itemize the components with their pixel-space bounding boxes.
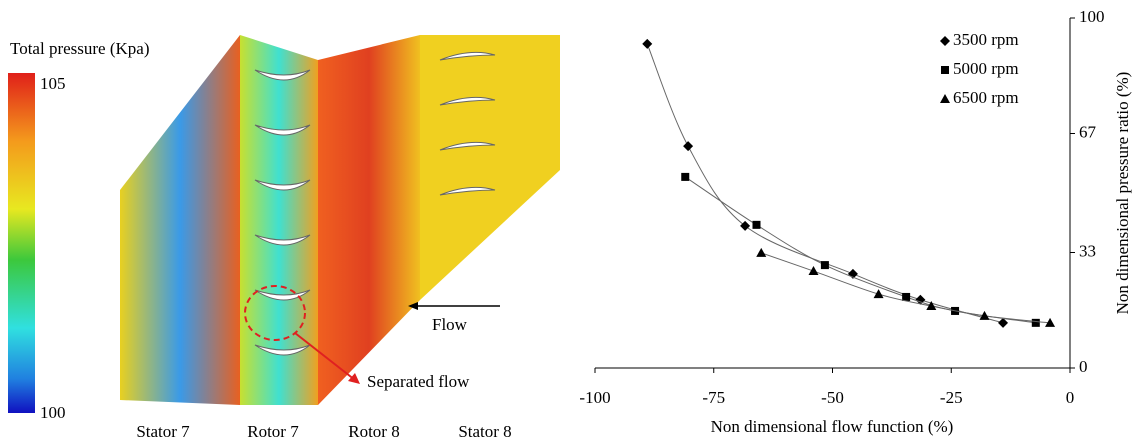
marker bbox=[821, 261, 829, 269]
figure: Total pressure (Kpa) 105 100 Separated f… bbox=[0, 0, 1138, 441]
stator-8 bbox=[420, 35, 560, 300]
colorbar-title: Total pressure (Kpa) bbox=[10, 39, 149, 58]
series-line bbox=[647, 44, 1003, 323]
marker bbox=[683, 141, 693, 151]
annotation: Separated flow bbox=[367, 372, 470, 391]
y-axis-label: Non dimensional pressure ratio (%) bbox=[1113, 72, 1132, 315]
legend-marker bbox=[941, 66, 949, 74]
y-tick-label: 0 bbox=[1079, 357, 1088, 376]
region-label: Rotor 7 bbox=[247, 422, 299, 441]
contour-panel: Total pressure (Kpa) 105 100 Separated f… bbox=[8, 35, 560, 441]
legend-marker bbox=[940, 36, 950, 46]
legend-label: 3500 rpm bbox=[953, 30, 1019, 49]
legend-label: 6500 rpm bbox=[953, 88, 1019, 107]
marker bbox=[756, 248, 766, 257]
marker bbox=[1032, 319, 1040, 327]
rotor-8 bbox=[318, 35, 420, 405]
legend-label: 5000 rpm bbox=[953, 59, 1019, 78]
marker bbox=[753, 221, 761, 229]
marker bbox=[642, 39, 652, 49]
x-tick-label: -25 bbox=[940, 388, 963, 407]
marker bbox=[740, 221, 750, 231]
series-line bbox=[685, 177, 1036, 323]
marker bbox=[681, 173, 689, 181]
y-tick-label: 100 bbox=[1079, 7, 1105, 26]
x-tick-label: -50 bbox=[821, 388, 844, 407]
x-tick-label: -75 bbox=[702, 388, 725, 407]
colorbar-tick: 105 bbox=[40, 74, 66, 93]
region-label: Rotor 8 bbox=[348, 422, 399, 441]
region-label: Stator 8 bbox=[458, 422, 511, 441]
series-line bbox=[761, 253, 1050, 323]
marker bbox=[902, 293, 910, 301]
flow-label: Flow bbox=[432, 315, 468, 334]
colorbar bbox=[8, 73, 35, 413]
region-label: Stator 7 bbox=[136, 422, 190, 441]
y-tick-label: 67 bbox=[1079, 122, 1097, 141]
x-tick-label: 0 bbox=[1066, 388, 1075, 407]
marker bbox=[874, 289, 884, 298]
marker bbox=[809, 266, 819, 275]
y-tick-label: 33 bbox=[1079, 241, 1096, 260]
colorbar-tick: 100 bbox=[40, 403, 66, 422]
stator-7 bbox=[120, 35, 240, 405]
x-tick-label: -100 bbox=[579, 388, 610, 407]
arrow-head bbox=[348, 373, 360, 384]
legend-marker bbox=[940, 94, 950, 103]
chart: Non dimensional flow function (%) Non di… bbox=[579, 7, 1131, 436]
x-axis-label: Non dimensional flow function (%) bbox=[711, 417, 954, 436]
